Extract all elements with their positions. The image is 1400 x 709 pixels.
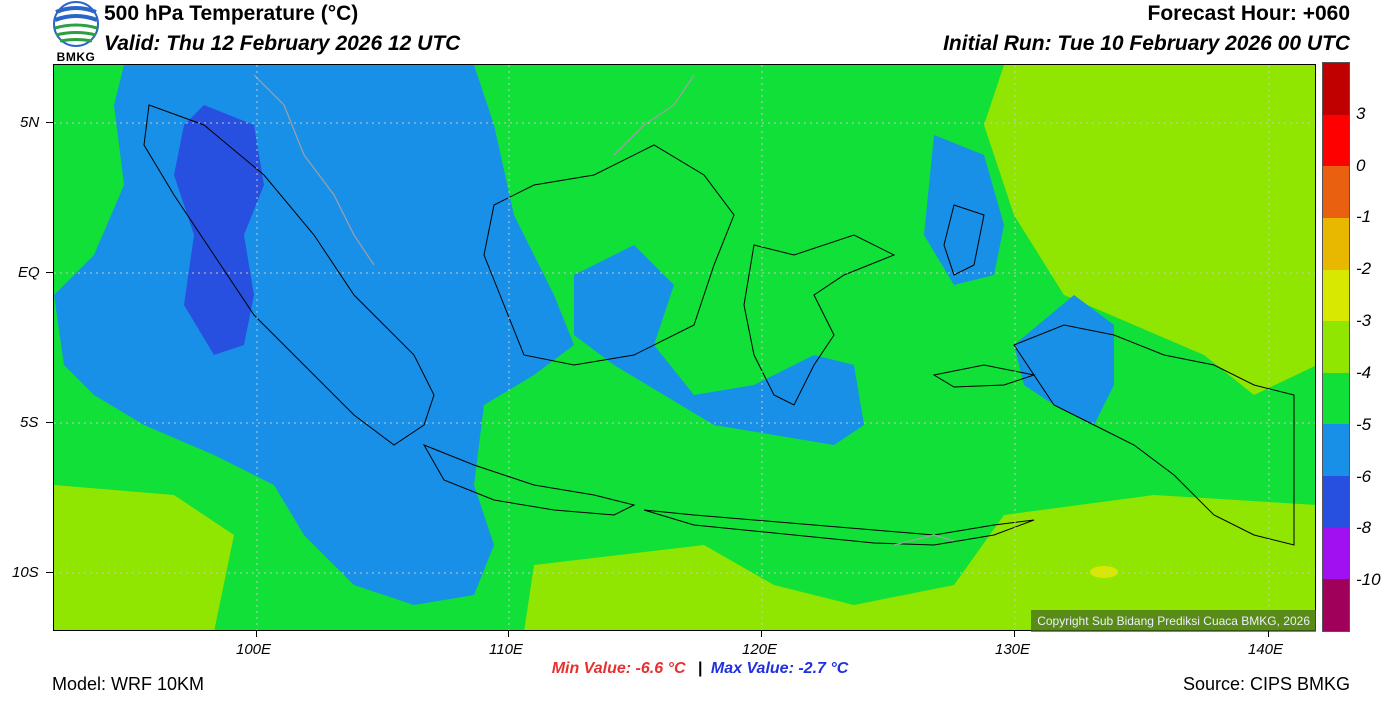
stats-line: Min Value: -6.6 °C | Max Value: -2.7 °C xyxy=(0,660,1400,678)
colorbar-label: 0 xyxy=(1356,155,1366,175)
colorbar-swatch xyxy=(1323,63,1349,115)
colorbar-label: -4 xyxy=(1356,362,1372,382)
colorbar-swatch xyxy=(1323,166,1349,218)
lat-tick-eq xyxy=(46,272,53,273)
forecast-hour: Forecast Hour: +060 xyxy=(1147,2,1351,25)
lon-tick-110e xyxy=(508,631,509,637)
lon-label-130e: 130E xyxy=(995,641,1031,658)
field-zone-minus2-spot xyxy=(1090,566,1118,578)
temperature-map xyxy=(53,64,1316,631)
colorbar-swatch xyxy=(1323,321,1349,373)
source-info: Source: CIPS BMKG xyxy=(1182,674,1350,694)
lon-tick-140e xyxy=(1268,631,1269,637)
colorbar-label: -3 xyxy=(1356,311,1372,331)
model-info: Model: WRF 10KM xyxy=(52,674,205,694)
lon-label-110e: 110E xyxy=(489,641,523,658)
colorbar-swatch xyxy=(1323,217,1349,270)
coast-seram xyxy=(932,364,1036,388)
max-value: Max Value: -2.7 °C xyxy=(710,660,849,677)
coast-sulawesi xyxy=(743,234,896,406)
colorbar xyxy=(1322,62,1350,632)
coast-malay-peninsula xyxy=(253,74,375,266)
field-zone-minus6-sumatra xyxy=(174,105,264,355)
colorbar-swatch xyxy=(1323,579,1349,632)
colorbar-swatch xyxy=(1323,527,1349,580)
borders-gray xyxy=(253,74,955,546)
graticule xyxy=(54,65,1315,630)
lon-tick-100e xyxy=(256,631,257,637)
coast-papua xyxy=(1013,324,1295,546)
lon-tick-130e xyxy=(1014,631,1015,637)
lat-label-5s: 5S xyxy=(20,414,39,431)
lon-label-100e: 100E xyxy=(236,641,272,658)
field-zone-minus5-maluku xyxy=(924,135,1004,285)
stats-separator: | xyxy=(697,660,703,677)
map-field xyxy=(54,65,1315,630)
colorbar-swatch xyxy=(1323,372,1349,425)
coast-sabah xyxy=(613,74,695,156)
coast-halmahera xyxy=(943,204,985,276)
lat-label-10s: 10S xyxy=(12,564,39,581)
logo-text: BMKG xyxy=(56,50,96,64)
colorbar-label: 3 xyxy=(1356,103,1366,123)
colorbar-label: -5 xyxy=(1356,414,1372,434)
coast-timor-leste xyxy=(893,534,955,546)
field-zone-minus3-south xyxy=(524,495,1315,630)
lat-tick-5n xyxy=(46,122,53,123)
field-zone-minus5-central xyxy=(574,245,864,445)
field-zone-minus3-east xyxy=(984,65,1315,395)
lat-tick-5s xyxy=(46,422,53,423)
lat-tick-10s xyxy=(46,572,53,573)
coastlines xyxy=(143,104,1295,546)
min-value: Min Value: -6.6 °C xyxy=(551,660,686,677)
map-title: 500 hPa Temperature (°C) xyxy=(104,2,359,25)
colorbar-labels: 3 0 -1 -2 -3 -4 -5 -6 -8 -10 xyxy=(1356,62,1400,632)
valid-time: Valid: Thu 12 February 2026 12 UTC xyxy=(104,32,461,55)
colorbar-swatch xyxy=(1323,476,1349,528)
copyright-notice: Copyright Sub Bidang Prediksi Cuaca BMKG… xyxy=(1031,610,1316,632)
colorbar-swatch xyxy=(1323,114,1349,167)
colorbar-label: -6 xyxy=(1356,466,1372,486)
bmkg-logo: BMKG xyxy=(52,0,100,64)
coast-java xyxy=(422,444,636,516)
colorbar-label: -8 xyxy=(1356,518,1372,538)
coast-borneo xyxy=(483,144,735,366)
lon-label-120e: 120E xyxy=(742,641,778,658)
lat-label-5n: 5N xyxy=(20,114,40,131)
coast-lesser-sunda xyxy=(643,509,1035,546)
colorbar-swatch xyxy=(1323,269,1349,322)
colorbar-label: -1 xyxy=(1356,207,1372,227)
field-zone-minus3-southwest xyxy=(54,485,234,630)
lon-label-140e: 140E xyxy=(1248,641,1284,658)
initial-run: Initial Run: Tue 10 February 2026 00 UTC xyxy=(943,32,1350,55)
colorbar-swatch xyxy=(1323,424,1349,477)
lat-label-eq: EQ xyxy=(18,264,40,281)
lon-tick-120e xyxy=(761,631,762,637)
field-zone-minus5-papua xyxy=(1014,295,1114,425)
bmkg-emblem-icon xyxy=(53,1,99,47)
colorbar-label: -10 xyxy=(1356,570,1381,590)
coast-sumatra xyxy=(143,104,435,446)
colorbar-label: -2 xyxy=(1356,259,1372,279)
